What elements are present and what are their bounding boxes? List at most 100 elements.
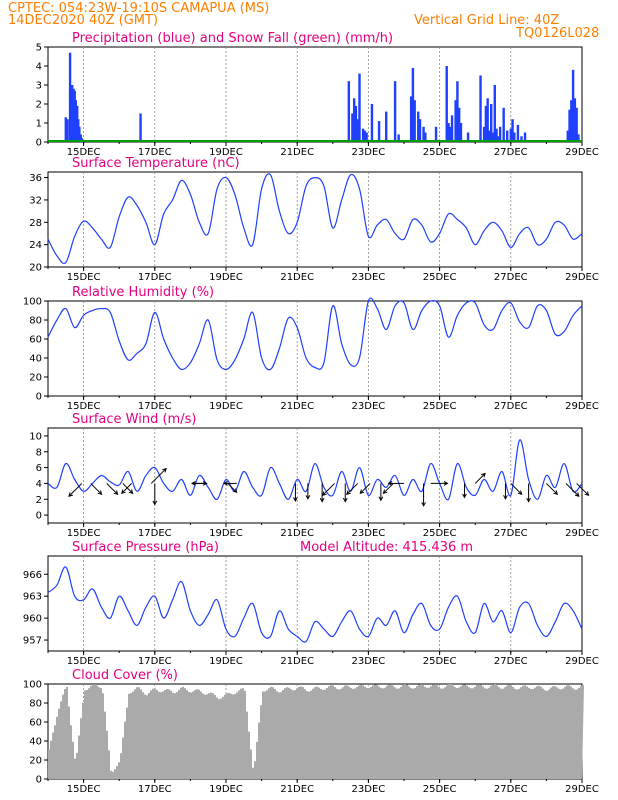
pres-y-tick-label: 966 — [23, 570, 42, 581]
precip-bar — [509, 128, 512, 142]
temp-y-tick-label: 32 — [29, 195, 42, 206]
precip-y-tick-label: 4 — [36, 62, 42, 73]
wind-arrow-head — [68, 492, 73, 498]
wind-arrow-head — [223, 481, 228, 486]
wind-arrow-head — [319, 497, 325, 503]
wind-arrow-shaft — [346, 483, 359, 495]
wind-arrows — [68, 467, 590, 507]
wind-arrow-head — [574, 492, 580, 498]
wind-arrow-head — [128, 489, 134, 495]
pres-y-tick-label: 957 — [23, 636, 42, 647]
precip-bar — [495, 128, 498, 142]
temp-x-tick-label: 17DEC — [138, 272, 172, 283]
precip-bar — [413, 100, 416, 142]
pressure-frame — [47, 555, 583, 652]
wind-arrow-shaft — [565, 483, 580, 497]
cloud-x-tick-label: 25DEC — [423, 784, 457, 795]
precip-bar — [365, 132, 368, 142]
temperature-frame — [47, 171, 583, 268]
wind-arrow-shaft — [510, 483, 523, 495]
wind-title: Surface Wind (m/s) — [72, 412, 196, 427]
rh-y-tick-label: 40 — [29, 354, 42, 365]
precip-y-tick-label: 3 — [36, 81, 42, 92]
cloud-cover-x-axis: 15DEC 17DEC 19DEC 21DEC 23DEC 25DEC 27DEC 29DEC — [47, 779, 599, 795]
precip-bar — [377, 121, 381, 142]
wind-grid — [83, 428, 512, 523]
precip-bar — [457, 107, 461, 142]
wind-arrow-head — [152, 500, 158, 506]
pres-x-tick-label: 23DEC — [352, 656, 386, 667]
precip-bar — [71, 85, 74, 142]
precip-bar — [498, 126, 502, 142]
wind-y-axis: 0 2 4 6 8 10 — [29, 431, 48, 522]
temp-x-tick-label: 29DEC — [565, 272, 599, 283]
cloud-y-tick-label: 0 — [36, 775, 42, 786]
temperature-grid — [83, 172, 512, 267]
precip-bar — [422, 126, 425, 142]
pressure-series — [47, 566, 583, 643]
wind-arrow-head — [232, 488, 238, 494]
pressure-title: Surface Pressure (hPa) — [72, 540, 219, 555]
pres-x-tick-label: 15DEC — [67, 656, 101, 667]
wind-x-axis: 15DEC 17DEC 19DEC 21DEC 23DEC 25DEC 27DEC 29DEC — [47, 523, 599, 539]
precip-bar — [370, 104, 374, 142]
cloud-y-tick-label: 60 — [29, 718, 42, 729]
humidity-y-axis: 0 20 40 60 80 100 — [23, 297, 48, 403]
wind-y-tick-label: 10 — [29, 431, 42, 442]
precip-bar — [570, 100, 573, 142]
precip-bar — [520, 136, 523, 142]
precipitation-frame — [47, 46, 583, 143]
temp-x-tick-label: 25DEC — [423, 272, 457, 283]
cloud-x-tick-label: 23DEC — [352, 784, 386, 795]
precip-bar — [397, 134, 400, 142]
wind-x-tick-label: 29DEC — [565, 528, 599, 539]
rh-x-tick-label: 27DEC — [494, 401, 528, 412]
precip-bar — [568, 109, 571, 142]
temp-x-tick-label: 27DEC — [494, 272, 528, 283]
rh-y-tick-label: 60 — [29, 335, 42, 346]
humidity-title: Relative Humidity (%) — [72, 285, 214, 300]
humidity-frame — [47, 300, 583, 397]
header-station: CPTEC: 054:23W-19:10S CAMAPUA (MS) — [8, 1, 269, 16]
rh-x-tick-label: 23DEC — [352, 401, 386, 412]
temperature-x-axis: 15DEC 17DEC 19DEC 21DEC 23DEC 25DEC 27DEC 29DEC — [47, 267, 599, 283]
wind-arrow-head — [462, 493, 467, 499]
temp-x-tick-label: 15DEC — [67, 272, 101, 283]
precip-x-tick-label: 17DEC — [138, 147, 172, 158]
wind-arrow-head — [202, 481, 208, 486]
humidity-series — [47, 297, 583, 371]
temperature-y-axis: 20 24 28 32 36 — [29, 173, 48, 274]
wind-arrow-head — [481, 472, 486, 478]
precip-bar — [456, 81, 459, 142]
wind-arrow-head — [346, 490, 351, 496]
rh-line — [47, 297, 583, 371]
humidity-grid — [83, 301, 512, 396]
wind-arrow-head — [321, 491, 327, 497]
precipitation-y-axis: 0 1 2 3 4 5 — [36, 43, 48, 149]
header-date: 14DEC2020 40Z (GMT) — [8, 13, 158, 28]
cloud-cover-title: Cloud Cover (%) — [72, 668, 178, 683]
wind-arrow-head — [503, 495, 508, 500]
humidity-x-axis: 15DEC 17DEC 19DEC 21DEC 23DEC 25DEC 27DEC 29DEC — [47, 396, 599, 412]
precipitation-title: Precipitation (blue) and Snow Fall (gree… — [72, 31, 393, 46]
rh-y-tick-label: 80 — [29, 316, 42, 327]
wind-arrow-shaft — [106, 483, 118, 495]
precip-bar — [488, 130, 491, 142]
wind-arrow-head — [517, 490, 523, 496]
rh-x-tick-label: 17DEC — [138, 401, 172, 412]
rh-x-tick-label: 19DEC — [209, 401, 243, 412]
pres-x-tick-label: 19DEC — [209, 656, 243, 667]
temp-y-tick-label: 28 — [29, 218, 42, 229]
precip-bar — [447, 123, 450, 142]
pres-x-tick-label: 17DEC — [138, 656, 172, 667]
header-model-code: TQ0126L028 — [515, 26, 599, 41]
wind-arrow-shaft — [474, 473, 486, 484]
precip-bar — [64, 117, 67, 142]
precip-bar — [409, 96, 413, 142]
precip-bar — [352, 98, 356, 142]
wind-arrow-head — [553, 490, 559, 496]
wind-arrow-head — [97, 490, 103, 496]
wind-arrow-head — [443, 481, 449, 486]
